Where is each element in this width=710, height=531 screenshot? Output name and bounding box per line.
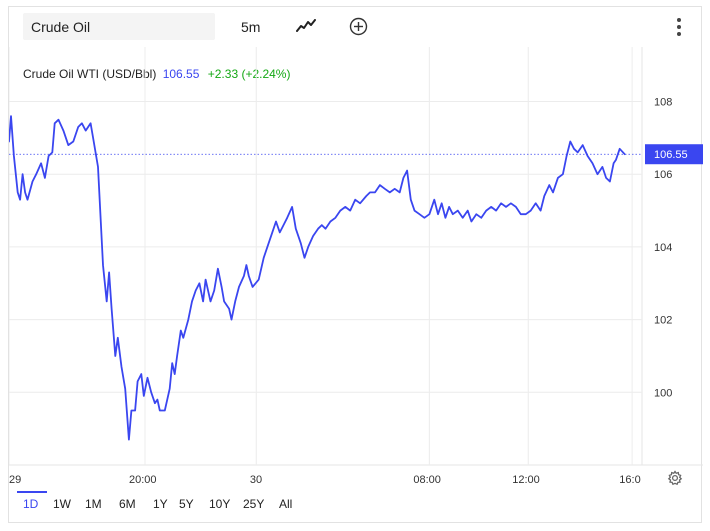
x-tick-label: 30 xyxy=(250,474,262,486)
chart-legend: Crude Oil WTI (USD/Bbl) 106.55 +2.33 (+2… xyxy=(23,67,290,81)
range-button-10y[interactable]: 10Y xyxy=(209,497,231,511)
symbol-search-input[interactable] xyxy=(23,13,215,40)
price-chart[interactable]: 108 106 104 102 100 29 20:00 30 08:00 12:00 16:0 10… xyxy=(9,7,703,524)
range-button-5y[interactable]: 5Y xyxy=(179,497,194,511)
series-line xyxy=(9,115,626,441)
x-tick-label: 16:0 xyxy=(619,474,640,486)
legend-price: 106.55 xyxy=(162,67,200,81)
x-tick-label: 29 xyxy=(9,474,21,486)
chart-widget: 5m Crude Oil WTI (USD/Bbl) 106.55 +2.33 … xyxy=(8,6,703,524)
y-tick-label: 106 xyxy=(654,169,672,181)
legend-series-name: Crude Oil WTI (USD/Bbl) xyxy=(23,67,157,81)
line-chart-icon[interactable] xyxy=(296,19,316,38)
y-tick-label: 100 xyxy=(654,387,672,399)
y-tick-label: 104 xyxy=(654,242,672,254)
vertical-dots-icon[interactable] xyxy=(676,17,682,42)
last-price-tag-label: 106.55 xyxy=(654,149,688,161)
range-button-1m[interactable]: 1M xyxy=(85,497,102,511)
active-range-indicator xyxy=(17,491,47,493)
x-tick-label: 08:00 xyxy=(413,474,441,486)
x-tick-label: 20:00 xyxy=(129,474,157,486)
gear-icon[interactable] xyxy=(667,470,683,491)
last-price-tag xyxy=(645,144,703,165)
y-tick-label: 108 xyxy=(654,97,672,109)
range-button-1y[interactable]: 1Y xyxy=(153,497,168,511)
range-button-25y[interactable]: 25Y xyxy=(243,497,265,511)
x-tick-label: 12:00 xyxy=(512,474,540,486)
range-button-6m[interactable]: 6M xyxy=(119,497,136,511)
y-tick-label: 102 xyxy=(654,315,672,327)
toolbar: 5m xyxy=(9,7,701,47)
range-button-all[interactable]: All xyxy=(279,497,293,511)
interval-selector[interactable]: 5m xyxy=(241,19,261,35)
plus-circle-icon[interactable] xyxy=(349,17,368,41)
legend-change: +2.33 (+2.24%) xyxy=(207,67,291,81)
range-button-1w[interactable]: 1W xyxy=(53,497,71,511)
range-button-1d[interactable]: 1D xyxy=(17,491,47,511)
